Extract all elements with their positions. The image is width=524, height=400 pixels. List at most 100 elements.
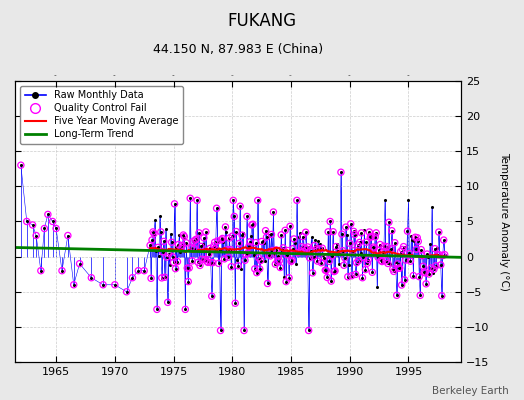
Point: [190, 245, 198, 252]
Point: [70, 282, 78, 288]
Point: [290, 236, 298, 242]
Point: [63, 232, 72, 239]
Point: [152, 306, 161, 312]
Point: [371, 234, 379, 240]
Point: [330, 268, 339, 275]
Point: [332, 243, 340, 250]
Point: [75, 260, 84, 267]
Point: [339, 248, 347, 254]
Point: [403, 228, 412, 234]
Point: [286, 223, 294, 230]
Point: [441, 252, 449, 258]
Point: [394, 261, 402, 267]
Point: [313, 258, 322, 264]
Point: [350, 228, 358, 234]
Point: [359, 254, 368, 260]
Point: [269, 209, 278, 215]
Point: [157, 229, 165, 235]
Point: [256, 257, 265, 264]
Point: [397, 282, 406, 288]
Point: [37, 268, 45, 274]
Point: [353, 260, 361, 266]
Point: [272, 247, 280, 253]
Point: [189, 238, 198, 245]
Point: [28, 222, 37, 228]
Point: [369, 244, 377, 250]
Point: [434, 229, 443, 235]
Point: [299, 234, 307, 240]
Point: [312, 246, 321, 252]
Point: [326, 218, 334, 225]
Point: [178, 242, 187, 248]
Point: [403, 228, 412, 234]
Point: [303, 244, 312, 250]
Point: [389, 266, 397, 272]
Point: [195, 230, 203, 236]
Point: [43, 211, 52, 218]
Point: [236, 203, 244, 210]
Point: [353, 242, 362, 248]
Point: [359, 254, 368, 260]
Point: [196, 262, 204, 269]
Point: [268, 247, 277, 254]
Point: [318, 245, 326, 251]
Point: [389, 268, 398, 274]
Point: [357, 230, 366, 236]
Point: [261, 228, 270, 234]
Point: [340, 262, 348, 268]
Point: [267, 231, 276, 238]
Point: [357, 230, 366, 236]
Point: [244, 250, 252, 256]
Point: [203, 258, 211, 264]
Point: [317, 260, 325, 266]
Point: [264, 252, 272, 258]
Point: [361, 266, 369, 273]
Point: [180, 233, 189, 240]
Point: [48, 218, 57, 225]
Point: [377, 257, 385, 264]
Point: [396, 265, 404, 271]
Point: [406, 258, 414, 264]
Point: [165, 250, 173, 257]
Point: [355, 239, 364, 246]
Point: [163, 299, 172, 306]
Point: [423, 251, 431, 257]
Point: [397, 282, 406, 288]
Point: [300, 248, 308, 255]
Point: [223, 246, 232, 253]
Point: [346, 221, 355, 227]
Point: [265, 232, 274, 238]
Point: [431, 246, 439, 252]
Point: [420, 269, 428, 275]
Point: [58, 268, 66, 274]
Point: [214, 260, 223, 266]
Point: [365, 229, 374, 235]
Point: [163, 299, 172, 306]
Point: [373, 284, 381, 290]
Point: [370, 245, 378, 251]
Point: [364, 256, 373, 263]
Point: [99, 282, 107, 288]
Point: [190, 245, 198, 252]
Point: [162, 254, 171, 260]
Point: [249, 252, 258, 258]
Point: [440, 237, 448, 243]
Point: [354, 258, 363, 264]
Point: [412, 246, 420, 252]
Point: [209, 260, 217, 266]
Point: [383, 244, 391, 250]
Point: [198, 256, 206, 262]
Point: [379, 249, 387, 256]
Point: [223, 246, 232, 253]
Point: [297, 248, 305, 254]
Point: [415, 274, 423, 280]
Point: [413, 234, 421, 241]
Point: [339, 248, 347, 254]
Point: [175, 232, 183, 238]
Point: [87, 274, 95, 281]
Legend: Raw Monthly Data, Quality Control Fail, Five Year Moving Average, Long-Term Tren: Raw Monthly Data, Quality Control Fail, …: [20, 86, 183, 144]
Point: [58, 268, 66, 274]
Point: [214, 260, 223, 266]
Point: [345, 262, 353, 268]
Point: [28, 222, 37, 228]
